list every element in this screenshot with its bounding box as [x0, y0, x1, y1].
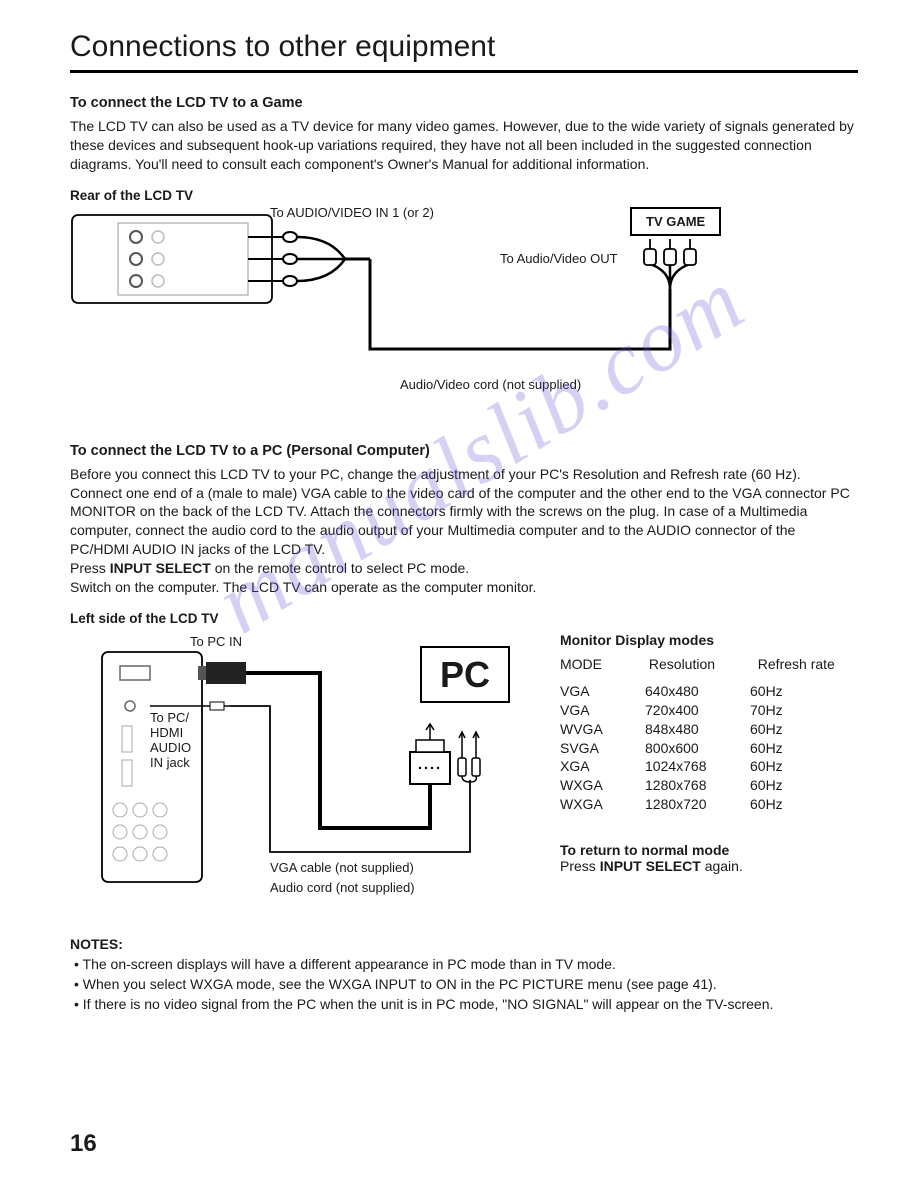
pc-diagram: To PC IN To PC/ HDMI AUDIO IN jack PC VG… — [70, 632, 858, 912]
notes-heading: NOTES: — [70, 936, 858, 952]
game-section: To connect the LCD TV to a Game The LCD … — [70, 95, 858, 419]
tv-game-box: TV GAME — [630, 207, 721, 236]
table-row: VGA720x40070Hz — [560, 701, 858, 720]
table-row: VGA640x48060Hz — [560, 682, 858, 701]
col-res-head: Resolution — [649, 656, 754, 672]
modes-header-row: MODE Resolution Refresh rate — [560, 656, 858, 672]
audio-caption: Audio cord (not supplied) — [270, 880, 415, 895]
pc-box: PC — [420, 646, 510, 703]
notes-list: The on-screen displays will have a diffe… — [70, 955, 858, 1014]
table-row: WVGA848x48060Hz — [560, 720, 858, 739]
list-item: The on-screen displays will have a diffe… — [70, 955, 858, 974]
return-block: To return to normal mode Press INPUT SEL… — [560, 842, 858, 874]
col-mode-head: MODE — [560, 656, 645, 672]
list-item: When you select WXGA mode, see the WXGA … — [70, 975, 858, 994]
pc-section: To connect the LCD TV to a PC (Personal … — [70, 443, 858, 912]
game-body: The LCD TV can also be used as a TV devi… — [70, 117, 858, 174]
return-text: Press INPUT SELECT again. — [560, 858, 858, 874]
av-cord-caption: Audio/Video cord (not supplied) — [400, 377, 581, 392]
list-item: If there is no video signal from the PC … — [70, 995, 858, 1014]
game-diagram: To AUDIO/VIDEO IN 1 (or 2) TV GAME To Au… — [70, 209, 858, 419]
vga-caption: VGA cable (not supplied) — [270, 860, 414, 875]
rear-lcd-label: Rear of the LCD TV — [70, 188, 858, 203]
modes-table: MODE Resolution Refresh rate VGA640x4806… — [560, 656, 858, 814]
to-pc-in-label: To PC IN — [190, 634, 242, 649]
return-heading: To return to normal mode — [560, 842, 858, 858]
left-lcd-label: Left side of the LCD TV — [70, 611, 858, 626]
page-title: Connections to other equipment — [70, 30, 858, 73]
to-av-in-label: To AUDIO/VIDEO IN 1 (or 2) — [270, 205, 434, 220]
table-row: WXGA1280x72060Hz — [560, 795, 858, 814]
game-heading: To connect the LCD TV to a Game — [70, 95, 858, 111]
table-row: XGA1024x76860Hz — [560, 757, 858, 776]
col-ref-head: Refresh rate — [758, 656, 848, 672]
pc-heading: To connect the LCD TV to a PC (Personal … — [70, 443, 858, 459]
to-av-out-label: To Audio/Video OUT — [500, 251, 618, 266]
to-pc-hdmi-label: To PC/ HDMI AUDIO IN jack — [150, 710, 191, 770]
pc-body: Before you connect this LCD TV to your P… — [70, 465, 858, 597]
modes-title: Monitor Display modes — [560, 632, 858, 648]
page-number: 16 — [70, 1130, 97, 1158]
table-row: WXGA1280x76860Hz — [560, 776, 858, 795]
table-row: SVGA800x60060Hz — [560, 739, 858, 758]
